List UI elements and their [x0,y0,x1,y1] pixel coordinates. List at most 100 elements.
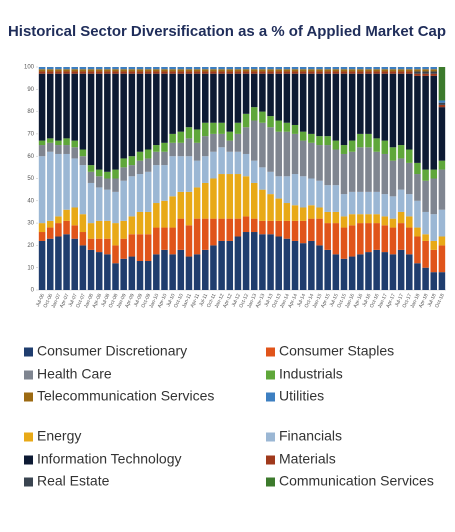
legend-swatch [266,392,275,402]
bar-segment [324,69,331,72]
bar-segment [283,122,291,132]
bar-segment [414,69,421,72]
bar-segment [226,71,234,74]
bar-segment [144,71,152,74]
bar-segment [357,133,364,148]
bar-segment [136,151,144,161]
bar-segment [46,142,54,152]
bar-segment [381,140,389,154]
bar-segment [438,169,446,210]
bar-segment [202,218,209,250]
x-tick-label: Jul-09 [133,293,144,308]
bar-segment [218,71,225,74]
bar-segment [128,73,136,157]
legend-swatch [24,392,33,402]
legend-item: Communication Services [266,473,434,489]
bar-segment [55,216,62,224]
bar-segment [193,187,201,219]
bar-segment [218,122,225,134]
bar-segment [169,69,176,72]
bar-segment [202,69,209,72]
bar-segment [38,71,46,74]
bar-segment [299,131,307,141]
bar-segment [259,71,266,74]
bar-segment [79,245,87,290]
bar-segment [340,67,348,70]
bar-segment [422,180,429,212]
bar-segment [357,71,364,74]
bar-segment [397,71,405,74]
bar-segment [430,75,438,170]
y-tick-label: 90 [27,87,34,93]
bar-segment [381,71,389,74]
legend-label: Financials [279,428,342,444]
bar-segment [202,73,209,123]
bar-segment [365,214,372,224]
bar-segment [406,73,413,150]
x-tick-label: Jan-11 [181,293,193,309]
bar-segment [234,133,242,152]
bar-segment [161,249,168,290]
bar-segment [438,104,446,108]
x-tick-label: Jul-12 [231,293,242,308]
bar-segment [177,218,185,250]
legend-swatch [266,455,275,465]
bar-segment [332,71,340,74]
bar-segment [438,107,446,161]
bar-segment [389,254,397,290]
legend-item: Health Care [24,366,112,382]
bar-segment [104,189,111,221]
bar-segment [79,165,87,215]
bar-segment [414,73,421,76]
bar-segment [202,122,209,137]
chart-title: Historical Sector Diversification as a %… [8,23,446,40]
bar-segment [144,171,152,212]
bar-segment [128,176,136,217]
x-tick-label: Oct-16 [369,293,381,309]
bar-segment [128,216,136,235]
bar-segment [112,223,119,246]
legend-item: Materials [266,451,336,467]
bar-segment [161,227,168,250]
bar-segment [104,254,111,290]
bar-segment [267,116,274,128]
bar-segment [226,73,234,132]
bar-segment [397,73,405,146]
y-tick-label: 10 [27,265,34,271]
bar-segment [193,218,201,255]
bar-segment [365,69,372,72]
bar-segment [381,73,389,141]
bar-segment [438,209,446,237]
bar-segment [185,69,193,72]
bar-segment [38,140,46,146]
bar-segment [234,73,242,123]
bar-segment [332,140,340,150]
bar-segment [365,67,372,70]
bar-segment [291,205,299,221]
x-tick-label: Jul-08 [100,293,111,308]
bar-segment [308,73,315,134]
legend-swatch [24,370,33,380]
x-tick-label: Oct-08 [108,293,120,309]
legend-label: Energy [37,428,81,444]
legend-label: Utilities [279,388,324,404]
bar-segment [332,223,340,255]
bar-segment [128,165,136,177]
x-tick-label: Oct-13 [271,293,283,309]
bar-segment [202,71,209,74]
bar-segment [161,151,168,166]
legend-item: Utilities [266,388,324,404]
bar-segment [161,73,168,143]
bar-segment [185,67,193,70]
bar-segment [299,220,307,244]
bar-segment [120,73,127,159]
bar-segment [95,71,103,74]
bar-segment [177,67,185,70]
bar-segment [275,69,282,72]
legend-item: Consumer Staples [266,343,394,359]
bar-segment [308,133,315,143]
bar-segment [373,191,380,215]
legend-swatch [266,432,275,442]
bar-segment [275,67,282,70]
bar-segment [226,174,234,219]
